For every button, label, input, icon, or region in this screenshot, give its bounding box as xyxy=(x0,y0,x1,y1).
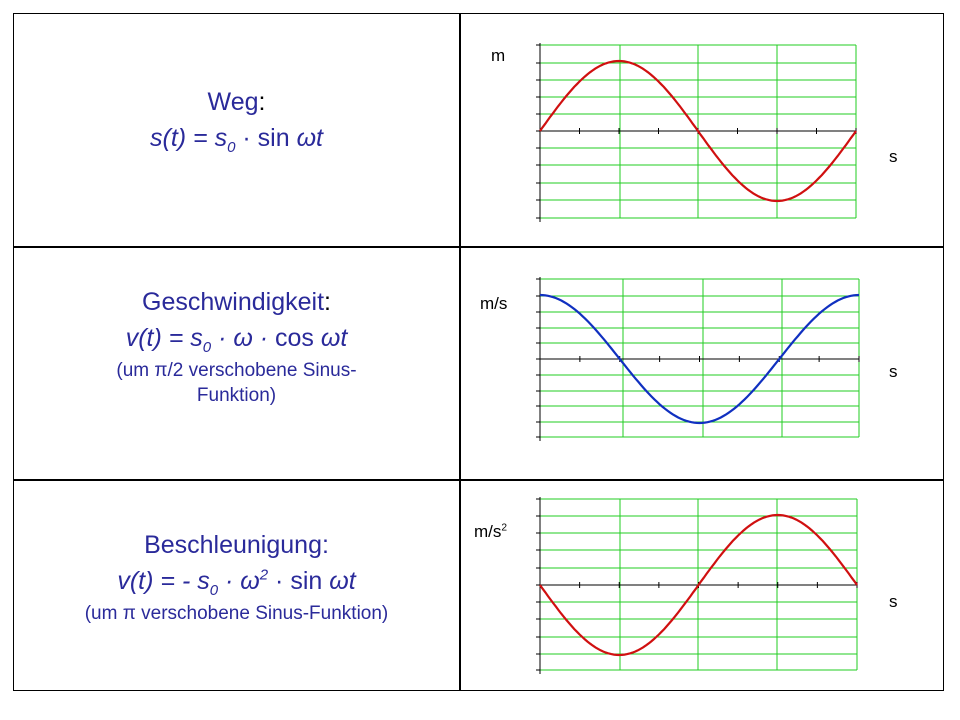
v-formula-mid: · ω · xyxy=(211,323,276,352)
a-formula-mid: · ω xyxy=(218,566,260,595)
v-formula-sub: 0 xyxy=(202,338,212,356)
weg-title: Weg: xyxy=(14,86,459,120)
v-formula-lhs: v(t) = s xyxy=(125,323,203,352)
beschleunigung-y-unit-base: m/s xyxy=(474,522,502,541)
beschleunigung-note: (um π verschobene Sinus-Funktion) xyxy=(84,603,389,625)
beschleunigung-y-unit-sup: 2 xyxy=(501,522,508,534)
v-formula-arg: ωt xyxy=(320,323,348,352)
geschwindigkeit-title-label: Geschwindigkeit xyxy=(142,288,325,316)
weg-y-unit: m xyxy=(491,46,506,65)
weg-x-unit: s xyxy=(889,147,898,166)
a-formula-arg: ωt xyxy=(329,566,356,595)
row-weg-text: Weg: s(t) = s0 · sin ωt xyxy=(14,86,459,159)
row-divider-2 xyxy=(14,479,943,481)
a-formula-dot: · xyxy=(268,566,291,595)
geschwindigkeit-note-1: (um π/2 verschobene Sinus- xyxy=(116,360,357,382)
beschleunigung-x-unit: s xyxy=(889,592,898,611)
a-formula-sub: 0 xyxy=(209,581,219,599)
a-formula-lhs: v(t) = - s xyxy=(117,566,210,595)
weg-formula-fn: sin xyxy=(257,123,297,152)
formula-table: Weg: s(t) = s0 · sin ωt Geschwindigkeit:… xyxy=(13,13,944,691)
weg-title-label: Weg xyxy=(207,88,259,116)
geschwindigkeit-y-unit: m/s xyxy=(480,294,508,313)
geschwindigkeit-title: Geschwindigkeit: xyxy=(14,286,459,320)
geschwindigkeit-formula: v(t) = s0 · ω · cos ωt xyxy=(14,320,459,360)
weg-formula-sub: 0 xyxy=(227,138,236,156)
weg-formula: s(t) = s0 · sin ωt xyxy=(14,120,459,160)
weg-formula-lhs: s(t) = s xyxy=(150,123,228,152)
column-divider xyxy=(459,14,461,690)
weg-formula-arg: ωt xyxy=(296,123,323,152)
row-geschwindigkeit-text: Geschwindigkeit: v(t) = s0 · ω · cos ωt … xyxy=(14,286,459,409)
weg-title-colon: : xyxy=(258,88,266,116)
a-formula-sup: 2 xyxy=(259,566,269,584)
beschleunigung-title: Beschleunigung: xyxy=(144,531,329,559)
geschwindigkeit-x-unit: s xyxy=(889,362,898,381)
geschwindigkeit-note-2: Funktion) xyxy=(196,384,277,406)
beschleunigung-formula: v(t) = - s0 · ω2 · sin ωt xyxy=(14,563,459,603)
a-formula-fn: sin xyxy=(290,566,330,595)
v-formula-fn: cos xyxy=(275,323,321,352)
geschwindigkeit-title-colon: : xyxy=(324,288,331,316)
weg-formula-dot: · xyxy=(235,123,258,152)
row-divider-1 xyxy=(14,246,943,248)
beschleunigung-y-unit: m/s2 xyxy=(474,522,507,542)
row-beschleunigung-text: Beschleunigung: v(t) = - s0 · ω2 · sin ω… xyxy=(14,529,459,627)
